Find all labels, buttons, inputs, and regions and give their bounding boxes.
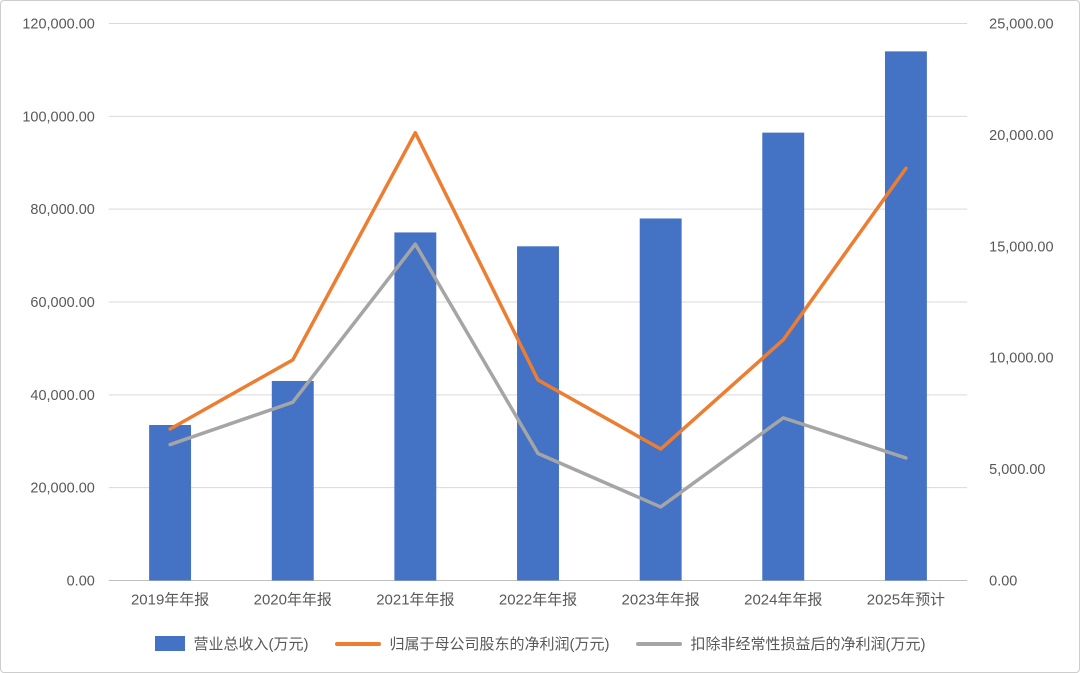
left-axis-tick-label: 80,000.00 [30, 202, 94, 218]
right-axis-tick-label: 25,000.00 [989, 17, 1053, 33]
bar-2[interactable] [394, 232, 437, 581]
x-axis-label: 2024年年报 [744, 591, 822, 608]
left-axis-tick-label: 120,000.00 [22, 17, 94, 33]
legend-label: 扣除非经常性损益后的净利润(万元) [690, 636, 926, 653]
combo-chart: 0.00 20,000.00 40,000.00 60,000.00 80,000.00… [22, 17, 1053, 609]
left-axis-tick-label: 100,000.00 [22, 109, 94, 125]
right-axis-tick-label: 10,000.00 [989, 351, 1053, 367]
left-axis-tick-label: 40,000.00 [30, 388, 94, 404]
chart-plot-area: 0.00 20,000.00 40,000.00 60,000.00 80,000.00… [1, 1, 1079, 621]
legend-label: 营业总收入(万元) [193, 636, 309, 653]
legend-item-total-revenue[interactable]: 营业总收入(万元) [154, 633, 309, 654]
legend-line-swatch [635, 641, 682, 646]
bar-3[interactable] [517, 246, 559, 581]
left-axis-tick-label: 20,000.00 [30, 481, 94, 497]
legend-item-net-profit-excl-nonrecurring[interactable]: 扣除非经常性损益后的净利润(万元) [635, 633, 926, 654]
right-axis-tick-label: 0.00 [989, 573, 1017, 589]
right-axis-tick-label: 15,000.00 [989, 239, 1053, 255]
x-axis-label: 2025年预计 [867, 591, 945, 608]
left-axis-tick-label: 0.00 [67, 573, 95, 589]
right-axis-tick-label: 20,000.00 [989, 128, 1053, 144]
left-axis-tick-label: 60,000.00 [30, 295, 94, 311]
right-axis-tick-label: 5,000.00 [989, 462, 1045, 478]
bar-6[interactable] [884, 51, 927, 581]
x-axis-label: 2020年年报 [254, 591, 332, 608]
x-axis-label: 2021年年报 [376, 591, 454, 608]
bar-4[interactable] [639, 218, 682, 581]
legend: 营业总收入(万元) 归属于母公司股东的净利润(万元) 扣除非经常性损益后的净利润… [1, 621, 1079, 654]
legend-item-net-profit[interactable]: 归属于母公司股东的净利润(万元) [334, 633, 610, 654]
bar-1[interactable] [271, 380, 314, 581]
bar-5[interactable] [762, 132, 805, 581]
x-axis-label: 2019年年报 [131, 591, 209, 608]
line-series-0[interactable] [168, 130, 908, 451]
legend-label: 归属于母公司股东的净利润(万元) [389, 636, 610, 653]
x-axis-label: 2022年年报 [499, 591, 577, 608]
legend-line-swatch [334, 641, 381, 646]
bar-0[interactable] [149, 424, 192, 581]
line-series-1[interactable] [168, 242, 908, 509]
legend-bar-swatch [154, 636, 185, 651]
x-axis-label: 2023年年报 [622, 591, 700, 608]
